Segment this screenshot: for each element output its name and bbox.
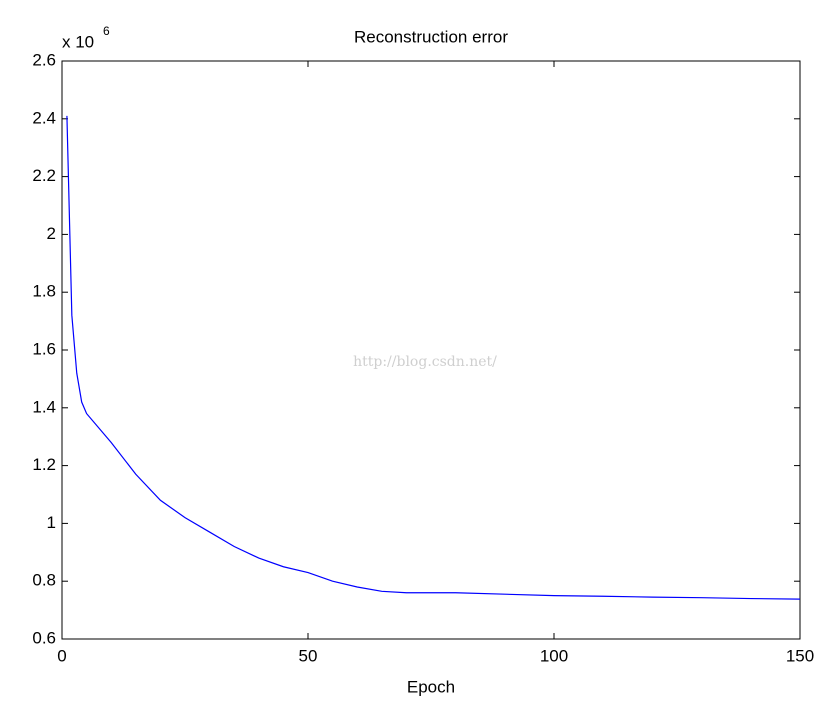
x-axis-label: Epoch [407,677,455,696]
line-series [66,115,801,600]
y-tick-label: 1.2 [32,455,56,474]
x-tick-label: 150 [786,646,814,665]
y-tick-label: 2.6 [32,50,56,69]
watermark: http://blog.csdn.net/ [353,354,497,370]
y-tick-label: 1.4 [32,397,56,416]
y-tick-label: 0.6 [32,628,56,647]
y-tick-label: 1.6 [32,339,56,358]
x-tick-label: 100 [540,646,568,665]
y-multiplier: x 10 [62,32,94,51]
y-tick-label: 1.8 [32,282,56,301]
y-tick-label: 2 [47,224,56,243]
x-tick-label: 50 [299,646,318,665]
chart-title: Reconstruction error [354,27,508,46]
y-tick-label: 1 [47,513,56,532]
y-tick-label: 0.8 [32,571,56,590]
x-tick-label: 0 [57,646,66,665]
y-tick-label: 2.2 [32,166,56,185]
y-tick-label: 2.4 [32,108,56,127]
y-multiplier-exponent: 6 [103,24,110,38]
